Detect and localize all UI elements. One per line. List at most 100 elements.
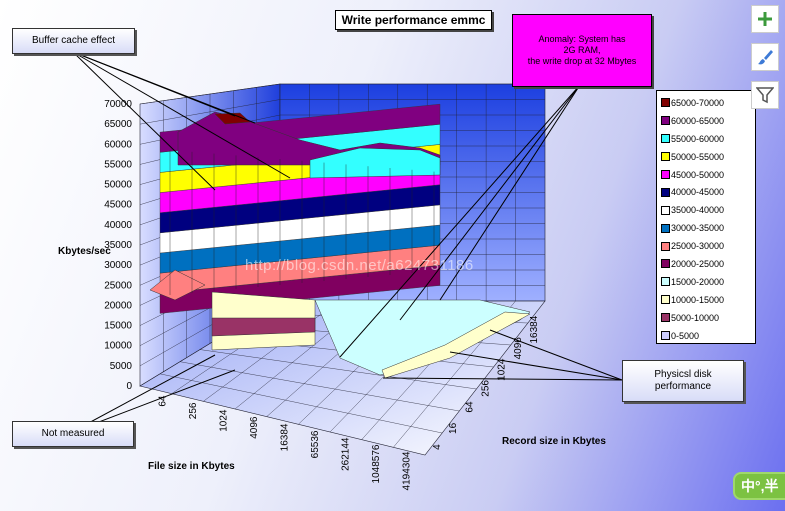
legend-swatch — [661, 170, 670, 179]
x-tick-4: 16384 — [280, 423, 291, 451]
legend-swatch — [661, 98, 670, 108]
buffer-cache-callout: Buffer cache effect — [12, 28, 135, 54]
physical-disk-callout: Physicsl disk performance — [622, 360, 744, 402]
not-measured-callout: Not measured — [12, 421, 134, 447]
legend-item: 25000-30000 — [661, 237, 755, 255]
y-tick-5: 4096 — [513, 337, 524, 360]
surface-low-region — [314, 299, 531, 376]
chart-style-button[interactable] — [751, 43, 779, 71]
legend-item: 65000-70000 — [661, 94, 755, 112]
surface-peak — [214, 112, 251, 125]
legend-label: 10000-15000 — [671, 294, 725, 305]
legend-item: 20000-25000 — [661, 255, 755, 273]
floor-gridline — [203, 300, 340, 402]
z-tick-7: 35000 — [104, 240, 132, 251]
legend-label: 60000-65000 — [671, 115, 725, 126]
legend-item: 35000-40000 — [661, 201, 755, 219]
legend-label: 0-5000 — [671, 330, 700, 341]
y-tick-1: 16 — [448, 422, 459, 434]
y-tick-2: 64 — [464, 401, 475, 413]
legend-swatch — [661, 241, 670, 251]
x-axis-label: File size in Kbytes — [148, 461, 235, 472]
legend-swatch — [661, 152, 670, 162]
legend-label: 50000-55000 — [671, 151, 725, 162]
legend-swatch — [661, 295, 670, 305]
y-axis-label: Record size in Kbytes — [502, 436, 606, 447]
legend: 65000-70000 60000-65000 55000-60000 50000-5… — [656, 90, 756, 344]
legend-item: 15000-20000 — [661, 273, 755, 291]
legend-item: 55000-60000 — [661, 130, 755, 148]
legend-swatch — [661, 259, 670, 269]
surface-low-region — [381, 311, 531, 379]
z-tick-2: 10000 — [104, 341, 132, 352]
surface-mesh — [169, 150, 435, 295]
z-axis-label: Kbytes/sec — [58, 246, 111, 257]
z-tick-5: 25000 — [104, 280, 132, 291]
y-tick-3: 256 — [481, 380, 492, 397]
z-tick-8: 40000 — [104, 220, 132, 231]
plus-icon — [758, 12, 772, 26]
surface-bands — [149, 103, 531, 379]
z-axis-ticks: 0 5000 10000 15000 20000 25000 30000 35000 40000… — [104, 99, 132, 392]
x-tick-5: 65536 — [310, 430, 321, 458]
legend-item: 5000-10000 — [661, 309, 755, 327]
z-tick-10: 50000 — [104, 180, 132, 191]
x-tick-8: 4194304 — [402, 451, 413, 490]
legend-label: 35000-40000 — [671, 205, 725, 216]
legend-swatch — [661, 277, 670, 287]
legend-item: 60000-65000 — [661, 112, 755, 130]
legend-label: 45000-50000 — [671, 169, 725, 180]
floor-gridline — [199, 349, 477, 390]
surface-plateau — [309, 147, 441, 179]
z-tick-9: 45000 — [104, 200, 132, 211]
legend-label: 5000-10000 — [671, 312, 720, 323]
legend-swatch — [661, 187, 670, 197]
surface-left-edge — [149, 269, 206, 301]
legend-swatch — [661, 313, 670, 323]
legend-item: 45000-50000 — [661, 166, 755, 184]
x-tick-1: 256 — [188, 402, 199, 419]
legend-item: 10000-15000 — [661, 291, 755, 309]
x-tick-6: 262144 — [341, 437, 352, 471]
chart-title: Write performance emmc — [335, 10, 492, 30]
x-axis-ticks: 64 256 1024 4096 16384 65536 262144 1048576 4194… — [157, 395, 412, 490]
physical-line-2: performance — [654, 381, 712, 392]
x-tick-2: 1024 — [218, 409, 229, 432]
floor-gridline — [179, 361, 460, 412]
legend-swatch — [661, 205, 670, 215]
legend-swatch — [661, 134, 670, 144]
y-tick-0: 4 — [432, 444, 443, 450]
add-element-button[interactable] — [751, 5, 779, 33]
z-tick-4: 20000 — [104, 300, 132, 311]
not-measured-text: Not measured — [41, 428, 105, 439]
legend-label: 25000-30000 — [671, 241, 725, 252]
legend-item: 30000-35000 — [661, 219, 755, 237]
z-tick-0: 0 — [126, 381, 132, 392]
legend-label: 55000-60000 — [671, 133, 725, 144]
z-tick-12: 60000 — [104, 139, 132, 150]
z-tick-13: 65000 — [104, 119, 132, 130]
z-tick-1: 5000 — [110, 361, 133, 372]
y-tick-4: 1024 — [497, 358, 508, 381]
surface-left-lower — [211, 317, 316, 337]
legend-label: 40000-45000 — [671, 187, 725, 198]
ime-indicator[interactable]: 中°,半 — [733, 472, 785, 500]
legend-swatch — [661, 331, 670, 341]
anomaly-line-1: Anomaly: System has — [538, 34, 626, 44]
z-tick-14: 70000 — [104, 99, 132, 110]
y-axis-ticks: 4 16 64 256 1024 4096 16384 — [432, 315, 540, 450]
anomaly-line-2: 2G RAM, — [563, 45, 601, 55]
z-tick-11: 55000 — [104, 159, 132, 170]
x-tick-7: 1048576 — [371, 444, 382, 483]
brush-icon — [758, 50, 773, 65]
funnel-icon — [756, 87, 774, 104]
physical-line-1: Physicsl disk — [654, 369, 712, 380]
legend-item: 0-5000 — [661, 327, 755, 345]
anomaly-line-3: the write drop at 32 Mbytes — [527, 56, 637, 66]
x-tick-3: 4096 — [249, 416, 260, 439]
z-tick-3: 15000 — [104, 321, 132, 332]
chart-filter-button[interactable] — [751, 81, 779, 109]
legend-swatch — [661, 223, 670, 233]
